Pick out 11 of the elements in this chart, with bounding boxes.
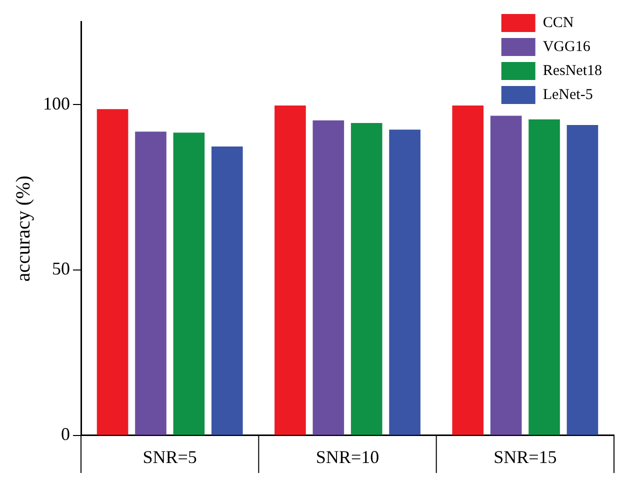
x-tick-label: SNR=15	[494, 446, 557, 467]
y-axis-title: accuracy (%)	[12, 176, 34, 282]
legend-label: CCN	[542, 14, 574, 31]
legend-label: ResNet18	[542, 62, 602, 79]
y-tick-label: 50	[52, 258, 70, 279]
y-tick-label: 100	[43, 93, 70, 114]
y-tick-label: 0	[61, 424, 70, 444]
x-tick-label: SNR=5	[142, 446, 197, 467]
x-tick-label: SNR=10	[316, 446, 380, 467]
legend-label: VGG16	[542, 38, 591, 55]
legend-label: LeNet-5	[542, 86, 593, 103]
